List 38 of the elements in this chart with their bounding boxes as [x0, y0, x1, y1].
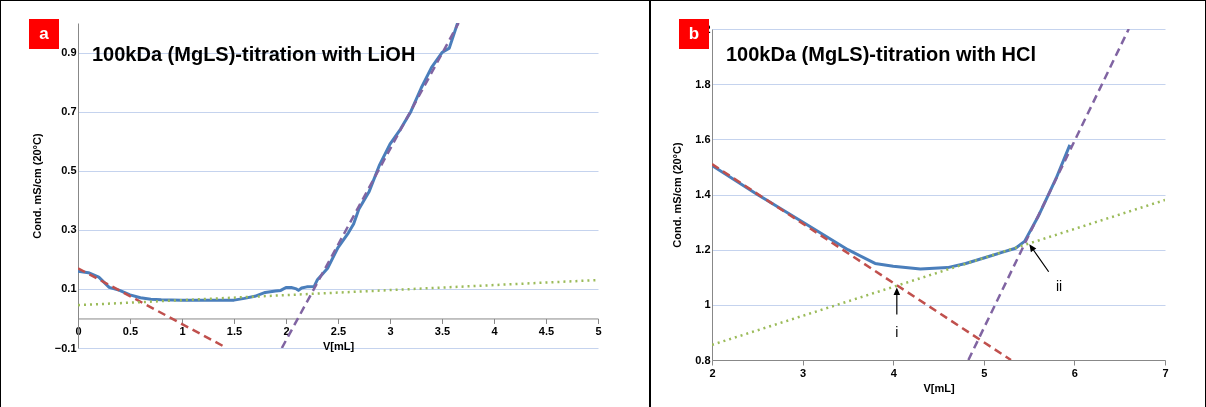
x-tick-label: 4.5: [538, 324, 555, 337]
y-tick-label: 0.1: [61, 282, 77, 295]
x-tick-label: 2: [709, 366, 716, 379]
x-axis-title: V[mL]: [322, 339, 355, 352]
y-tick-label: 0.8: [695, 353, 711, 366]
x-axis-title: V[mL]: [923, 381, 955, 394]
y-tick-label: −0.1: [54, 341, 77, 354]
text: 100kDa (MgLS)-titration with LiOH: [92, 43, 416, 65]
x-tick-label: 0.5: [122, 324, 139, 337]
y-tick-label: 1.8: [695, 77, 711, 90]
x-tick-label: 3: [800, 366, 807, 379]
x-tick-label: 6: [1071, 366, 1078, 379]
y-tick-label: 0.3: [61, 223, 77, 236]
x-tick-label: 3.5: [434, 324, 451, 337]
text: a: [29, 19, 59, 49]
y-axis-title: Cond. mS/cm (20°C): [671, 142, 684, 248]
y-tick-label: 1.6: [695, 132, 711, 145]
x-tick-label: 2.5: [330, 324, 347, 337]
y-tick-label: 0.7: [61, 105, 77, 118]
text: 100kDa (MgLS)-titration with HCl: [726, 43, 1037, 65]
x-tick-label: 4: [890, 366, 898, 379]
y-tick-label: 1: [704, 298, 711, 311]
y-tick-label: 1.2: [695, 243, 711, 256]
text: b: [688, 24, 700, 43]
y-tick-label: 0.9: [61, 46, 77, 59]
x-tick-label: 1.5: [226, 324, 243, 337]
x-tick-label: 1: [179, 324, 186, 337]
x-tick-label: 5: [981, 366, 988, 379]
x-tick-label: 5: [595, 324, 602, 337]
x-tick-label: 4: [491, 324, 499, 337]
annotation: i: [895, 323, 899, 340]
x-tick-label: 2: [283, 324, 290, 337]
x-tick-label: 3: [387, 324, 394, 337]
x-tick-label: 7: [1162, 366, 1169, 379]
y-tick-label: 1.4: [695, 188, 712, 200]
y-axis-title: Cond. mS/cm (20°C): [30, 133, 43, 239]
y-tick-label: 0.5: [61, 164, 77, 177]
annotation: ii: [1055, 277, 1063, 294]
